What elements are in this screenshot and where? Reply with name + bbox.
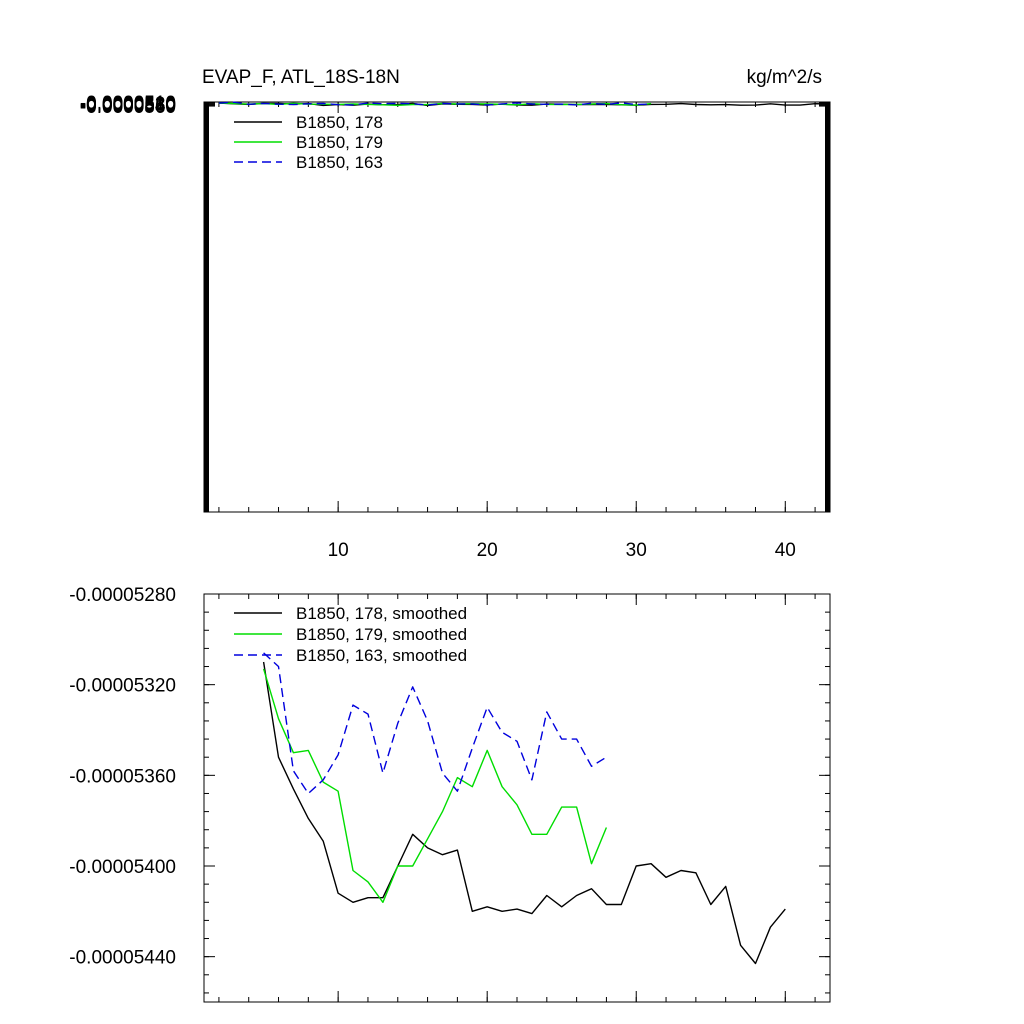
x-tick-label: 30 [626, 540, 647, 561]
chart-units: kg/m^2/s [747, 67, 822, 88]
top-panel: 10 20 30 40-0.0000510-0.0000520-0.0000530-0… [80, 93, 831, 561]
x-tick-label: 20 [477, 540, 498, 561]
x-tick-label: 10 [328, 540, 349, 561]
chart-title: EVAP_F, ATL_18S-18N [202, 67, 400, 88]
x-tick-label: 40 [775, 540, 796, 561]
